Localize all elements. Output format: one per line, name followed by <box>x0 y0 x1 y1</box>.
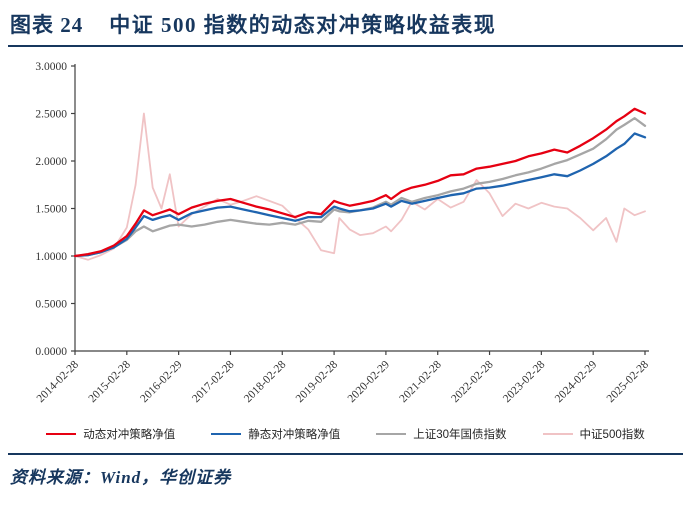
line-chart: 0.0000 0.5000 1.0000 1.5000 2.0000 2.5000 3.00… <box>35 61 652 405</box>
y-tick-label: 2.0000 <box>35 156 67 168</box>
legend-item-static-hedge: 静态对冲策略净值 <box>211 426 340 442</box>
y-tick-label: 0.0000 <box>35 346 67 358</box>
chart-area: 0.0000 0.5000 1.0000 1.5000 2.0000 2.5000 3.00… <box>8 51 683 419</box>
legend-item-treasury-index: 上证30年国债指数 <box>376 426 507 442</box>
chart-legend: 动态对冲策略净值 静态对冲策略净值 上证30年国债指数 中证500指数 <box>8 421 683 447</box>
legend-line-swatch-pink <box>542 432 573 436</box>
x-tick-label: 2019-02-28 <box>294 358 341 405</box>
x-tick-label: 2025-02-28 <box>605 358 652 405</box>
y-tick-label: 1.0000 <box>35 251 67 263</box>
legend-line-swatch-blue <box>211 432 242 436</box>
divider-bottom <box>8 453 683 455</box>
series-line-3 <box>74 112 646 261</box>
x-tick-label: 2024-02-29 <box>553 358 600 405</box>
x-tick-label: 2021-02-28 <box>397 358 444 405</box>
legend-item-dynamic-hedge: 动态对冲策略净值 <box>46 426 175 442</box>
source-row: 资料来源：Wind，华创证券 <box>8 455 683 488</box>
x-tick-label: 2017-02-28 <box>190 358 237 405</box>
legend-line-swatch-gray <box>376 432 407 436</box>
divider-top <box>8 45 683 47</box>
x-tick-label: 2015-02-28 <box>87 358 134 405</box>
x-tick-label: 2022-02-28 <box>449 358 496 405</box>
x-tick-label: 2023-02-28 <box>501 358 548 405</box>
y-tick-label: 2.5000 <box>35 109 67 121</box>
legend-label: 上证30年国债指数 <box>413 429 507 441</box>
y-tick-label: 3.0000 <box>35 61 67 73</box>
x-tick-label: 2018-02-28 <box>242 358 289 405</box>
figure-caption: 图表 24 中证 500 指数的动态对冲策略收益表现 <box>8 6 683 45</box>
series-line-1 <box>73 132 647 258</box>
legend-line-swatch-red <box>46 432 77 436</box>
y-tick-label: 0.5000 <box>35 299 67 311</box>
legend-label: 中证500指数 <box>579 429 645 441</box>
x-tick-label: 2020-02-29 <box>346 358 393 405</box>
legend-label: 静态对冲策略净值 <box>248 429 341 441</box>
x-tick-label: 2016-02-29 <box>138 358 185 405</box>
y-tick-label: 1.5000 <box>35 204 67 216</box>
series-line-0 <box>73 107 647 258</box>
figure-title: 中证 500 指数的动态对冲策略收益表现 <box>109 13 497 37</box>
x-tick-label: 2014-02-28 <box>35 358 82 405</box>
figure-number: 图表 24 <box>10 13 84 37</box>
legend-label: 动态对冲策略净值 <box>83 429 176 441</box>
legend-item-csi500-index: 中证500指数 <box>542 426 645 442</box>
data-source: 资料来源：Wind，华创证券 <box>10 468 232 487</box>
